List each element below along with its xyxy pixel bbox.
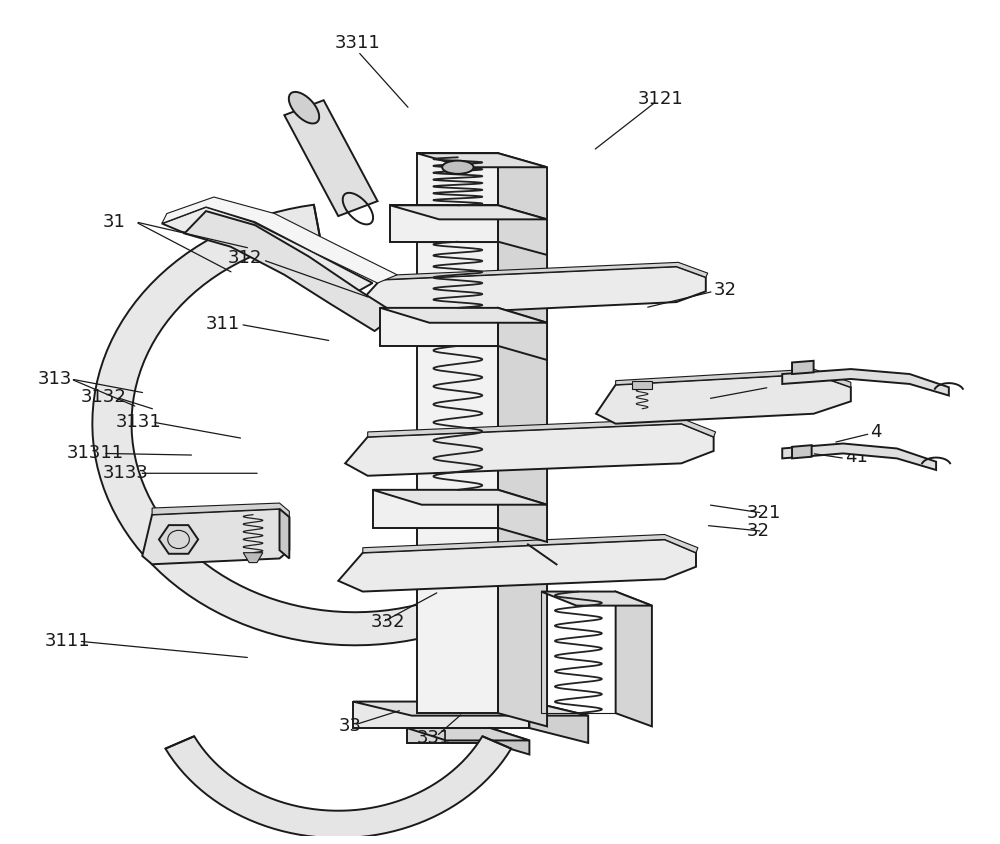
Text: 3132: 3132 <box>81 388 126 406</box>
Text: 312: 312 <box>228 249 262 268</box>
Polygon shape <box>373 490 547 505</box>
Polygon shape <box>162 197 397 283</box>
Text: 33: 33 <box>338 717 361 735</box>
Polygon shape <box>142 509 289 565</box>
Text: 32: 32 <box>747 522 770 540</box>
Text: 332: 332 <box>371 613 405 631</box>
Polygon shape <box>380 308 547 322</box>
Text: 31311: 31311 <box>67 445 124 463</box>
Text: 311: 311 <box>206 316 240 333</box>
Text: 31: 31 <box>103 213 126 231</box>
Polygon shape <box>490 728 529 755</box>
Ellipse shape <box>289 92 319 123</box>
Text: 3311: 3311 <box>335 34 381 52</box>
Polygon shape <box>616 369 851 387</box>
Text: 5: 5 <box>770 376 781 394</box>
Polygon shape <box>792 445 812 458</box>
Text: 313: 313 <box>37 370 72 388</box>
Polygon shape <box>407 728 529 740</box>
Polygon shape <box>498 205 547 255</box>
Polygon shape <box>380 262 708 279</box>
Polygon shape <box>345 424 714 476</box>
Polygon shape <box>184 211 397 331</box>
Polygon shape <box>338 539 696 592</box>
Text: 32: 32 <box>714 281 737 299</box>
Polygon shape <box>92 205 557 646</box>
Polygon shape <box>498 490 547 542</box>
Text: 321: 321 <box>747 504 781 522</box>
Polygon shape <box>358 267 706 316</box>
Polygon shape <box>162 207 373 300</box>
Polygon shape <box>353 701 529 728</box>
Polygon shape <box>353 701 588 716</box>
Text: 331: 331 <box>417 729 451 747</box>
Polygon shape <box>596 374 851 424</box>
Text: 3121: 3121 <box>637 90 683 108</box>
Polygon shape <box>782 369 949 396</box>
Polygon shape <box>632 381 652 389</box>
Polygon shape <box>782 443 936 470</box>
Polygon shape <box>280 509 289 559</box>
Polygon shape <box>159 525 198 554</box>
Polygon shape <box>165 736 511 838</box>
Polygon shape <box>373 490 498 528</box>
Polygon shape <box>284 100 378 216</box>
Polygon shape <box>390 205 547 219</box>
Polygon shape <box>498 154 547 727</box>
Polygon shape <box>363 534 698 553</box>
Polygon shape <box>529 701 588 743</box>
Polygon shape <box>380 308 498 346</box>
Polygon shape <box>498 308 547 360</box>
Text: 41: 41 <box>845 447 868 466</box>
Polygon shape <box>243 553 263 563</box>
Text: 3131: 3131 <box>116 413 162 431</box>
Polygon shape <box>417 154 547 167</box>
Polygon shape <box>407 728 490 743</box>
Ellipse shape <box>442 160 474 174</box>
Polygon shape <box>541 592 652 606</box>
Text: 4: 4 <box>870 423 882 441</box>
Polygon shape <box>417 154 498 713</box>
Polygon shape <box>152 503 289 517</box>
Polygon shape <box>368 419 716 437</box>
Polygon shape <box>792 360 814 374</box>
Text: 3111: 3111 <box>44 632 90 650</box>
Text: 3133: 3133 <box>103 464 149 482</box>
Polygon shape <box>390 205 498 241</box>
Polygon shape <box>616 592 652 727</box>
